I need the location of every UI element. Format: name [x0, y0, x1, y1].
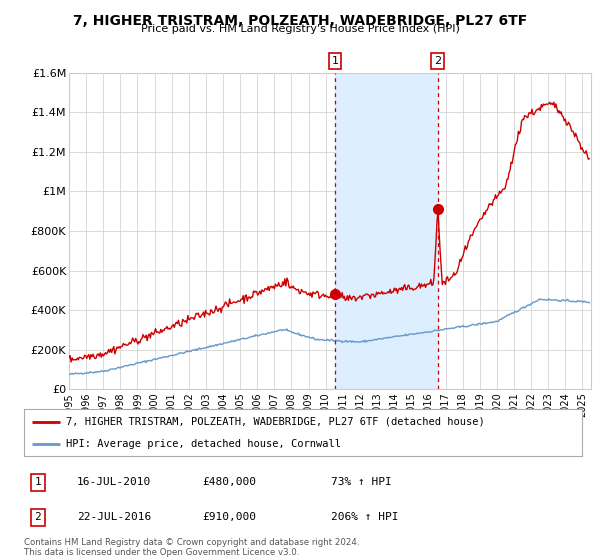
- Text: 2: 2: [35, 512, 41, 522]
- Text: 206% ↑ HPI: 206% ↑ HPI: [331, 512, 398, 522]
- Text: 22-JUL-2016: 22-JUL-2016: [77, 512, 151, 522]
- Bar: [335, 73, 438, 389]
- Text: Contains HM Land Registry data © Crown copyright and database right 2024.
This d: Contains HM Land Registry data © Crown c…: [24, 538, 359, 557]
- Text: 7, HIGHER TRISTRAM, POLZEATH, WADEBRIDGE, PL27 6TF (detached house): 7, HIGHER TRISTRAM, POLZEATH, WADEBRIDGE…: [66, 417, 485, 427]
- Text: 16-JUL-2010: 16-JUL-2010: [77, 478, 151, 487]
- Text: £910,000: £910,000: [203, 512, 257, 522]
- Text: 73% ↑ HPI: 73% ↑ HPI: [331, 478, 392, 487]
- Text: HPI: Average price, detached house, Cornwall: HPI: Average price, detached house, Corn…: [66, 438, 341, 449]
- Text: 1: 1: [331, 56, 338, 66]
- Text: £480,000: £480,000: [203, 478, 257, 487]
- Text: 1: 1: [35, 478, 41, 487]
- Text: 2: 2: [434, 56, 442, 66]
- Text: 7, HIGHER TRISTRAM, POLZEATH, WADEBRIDGE, PL27 6TF: 7, HIGHER TRISTRAM, POLZEATH, WADEBRIDGE…: [73, 14, 527, 28]
- Text: Price paid vs. HM Land Registry's House Price Index (HPI): Price paid vs. HM Land Registry's House …: [140, 24, 460, 34]
